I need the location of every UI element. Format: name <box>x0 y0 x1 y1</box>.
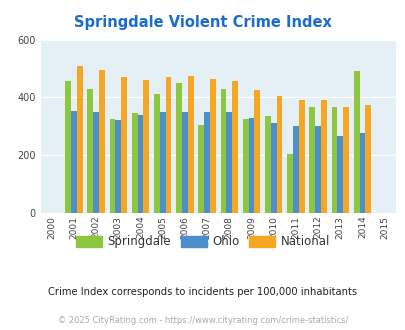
Bar <box>181 112 188 213</box>
Bar <box>342 107 348 213</box>
Bar <box>115 120 121 213</box>
Bar <box>220 89 226 213</box>
Bar <box>331 108 337 213</box>
Bar <box>71 111 77 213</box>
Bar <box>298 100 304 213</box>
Bar <box>137 115 143 213</box>
Bar <box>153 94 160 213</box>
Legend: Springdale, Ohio, National: Springdale, Ohio, National <box>71 231 334 253</box>
Bar <box>270 123 276 213</box>
Bar <box>292 126 298 213</box>
Bar <box>198 125 204 213</box>
Bar <box>188 76 193 213</box>
Bar <box>337 136 342 213</box>
Bar <box>65 82 71 213</box>
Bar <box>132 113 137 213</box>
Bar <box>143 80 149 213</box>
Text: Springdale Violent Crime Index: Springdale Violent Crime Index <box>74 15 331 30</box>
Bar <box>242 119 248 213</box>
Bar <box>87 89 93 213</box>
Bar <box>359 133 364 213</box>
Bar <box>226 112 232 213</box>
Bar <box>176 83 181 213</box>
Bar <box>232 82 237 213</box>
Bar <box>309 108 314 213</box>
Bar <box>254 90 260 213</box>
Bar <box>248 117 254 213</box>
Bar <box>165 77 171 213</box>
Bar <box>314 126 320 213</box>
Bar <box>209 79 215 213</box>
Bar <box>364 105 370 213</box>
Bar <box>204 112 209 213</box>
Bar <box>276 96 282 213</box>
Bar <box>320 100 326 213</box>
Bar <box>99 70 104 213</box>
Bar <box>93 112 99 213</box>
Bar <box>353 71 359 213</box>
Bar <box>121 77 127 213</box>
Bar <box>160 112 165 213</box>
Text: Crime Index corresponds to incidents per 100,000 inhabitants: Crime Index corresponds to incidents per… <box>48 287 357 297</box>
Bar <box>109 119 115 213</box>
Text: © 2025 CityRating.com - https://www.cityrating.com/crime-statistics/: © 2025 CityRating.com - https://www.city… <box>58 316 347 325</box>
Bar <box>264 116 270 213</box>
Bar <box>77 66 82 213</box>
Bar <box>287 154 292 213</box>
